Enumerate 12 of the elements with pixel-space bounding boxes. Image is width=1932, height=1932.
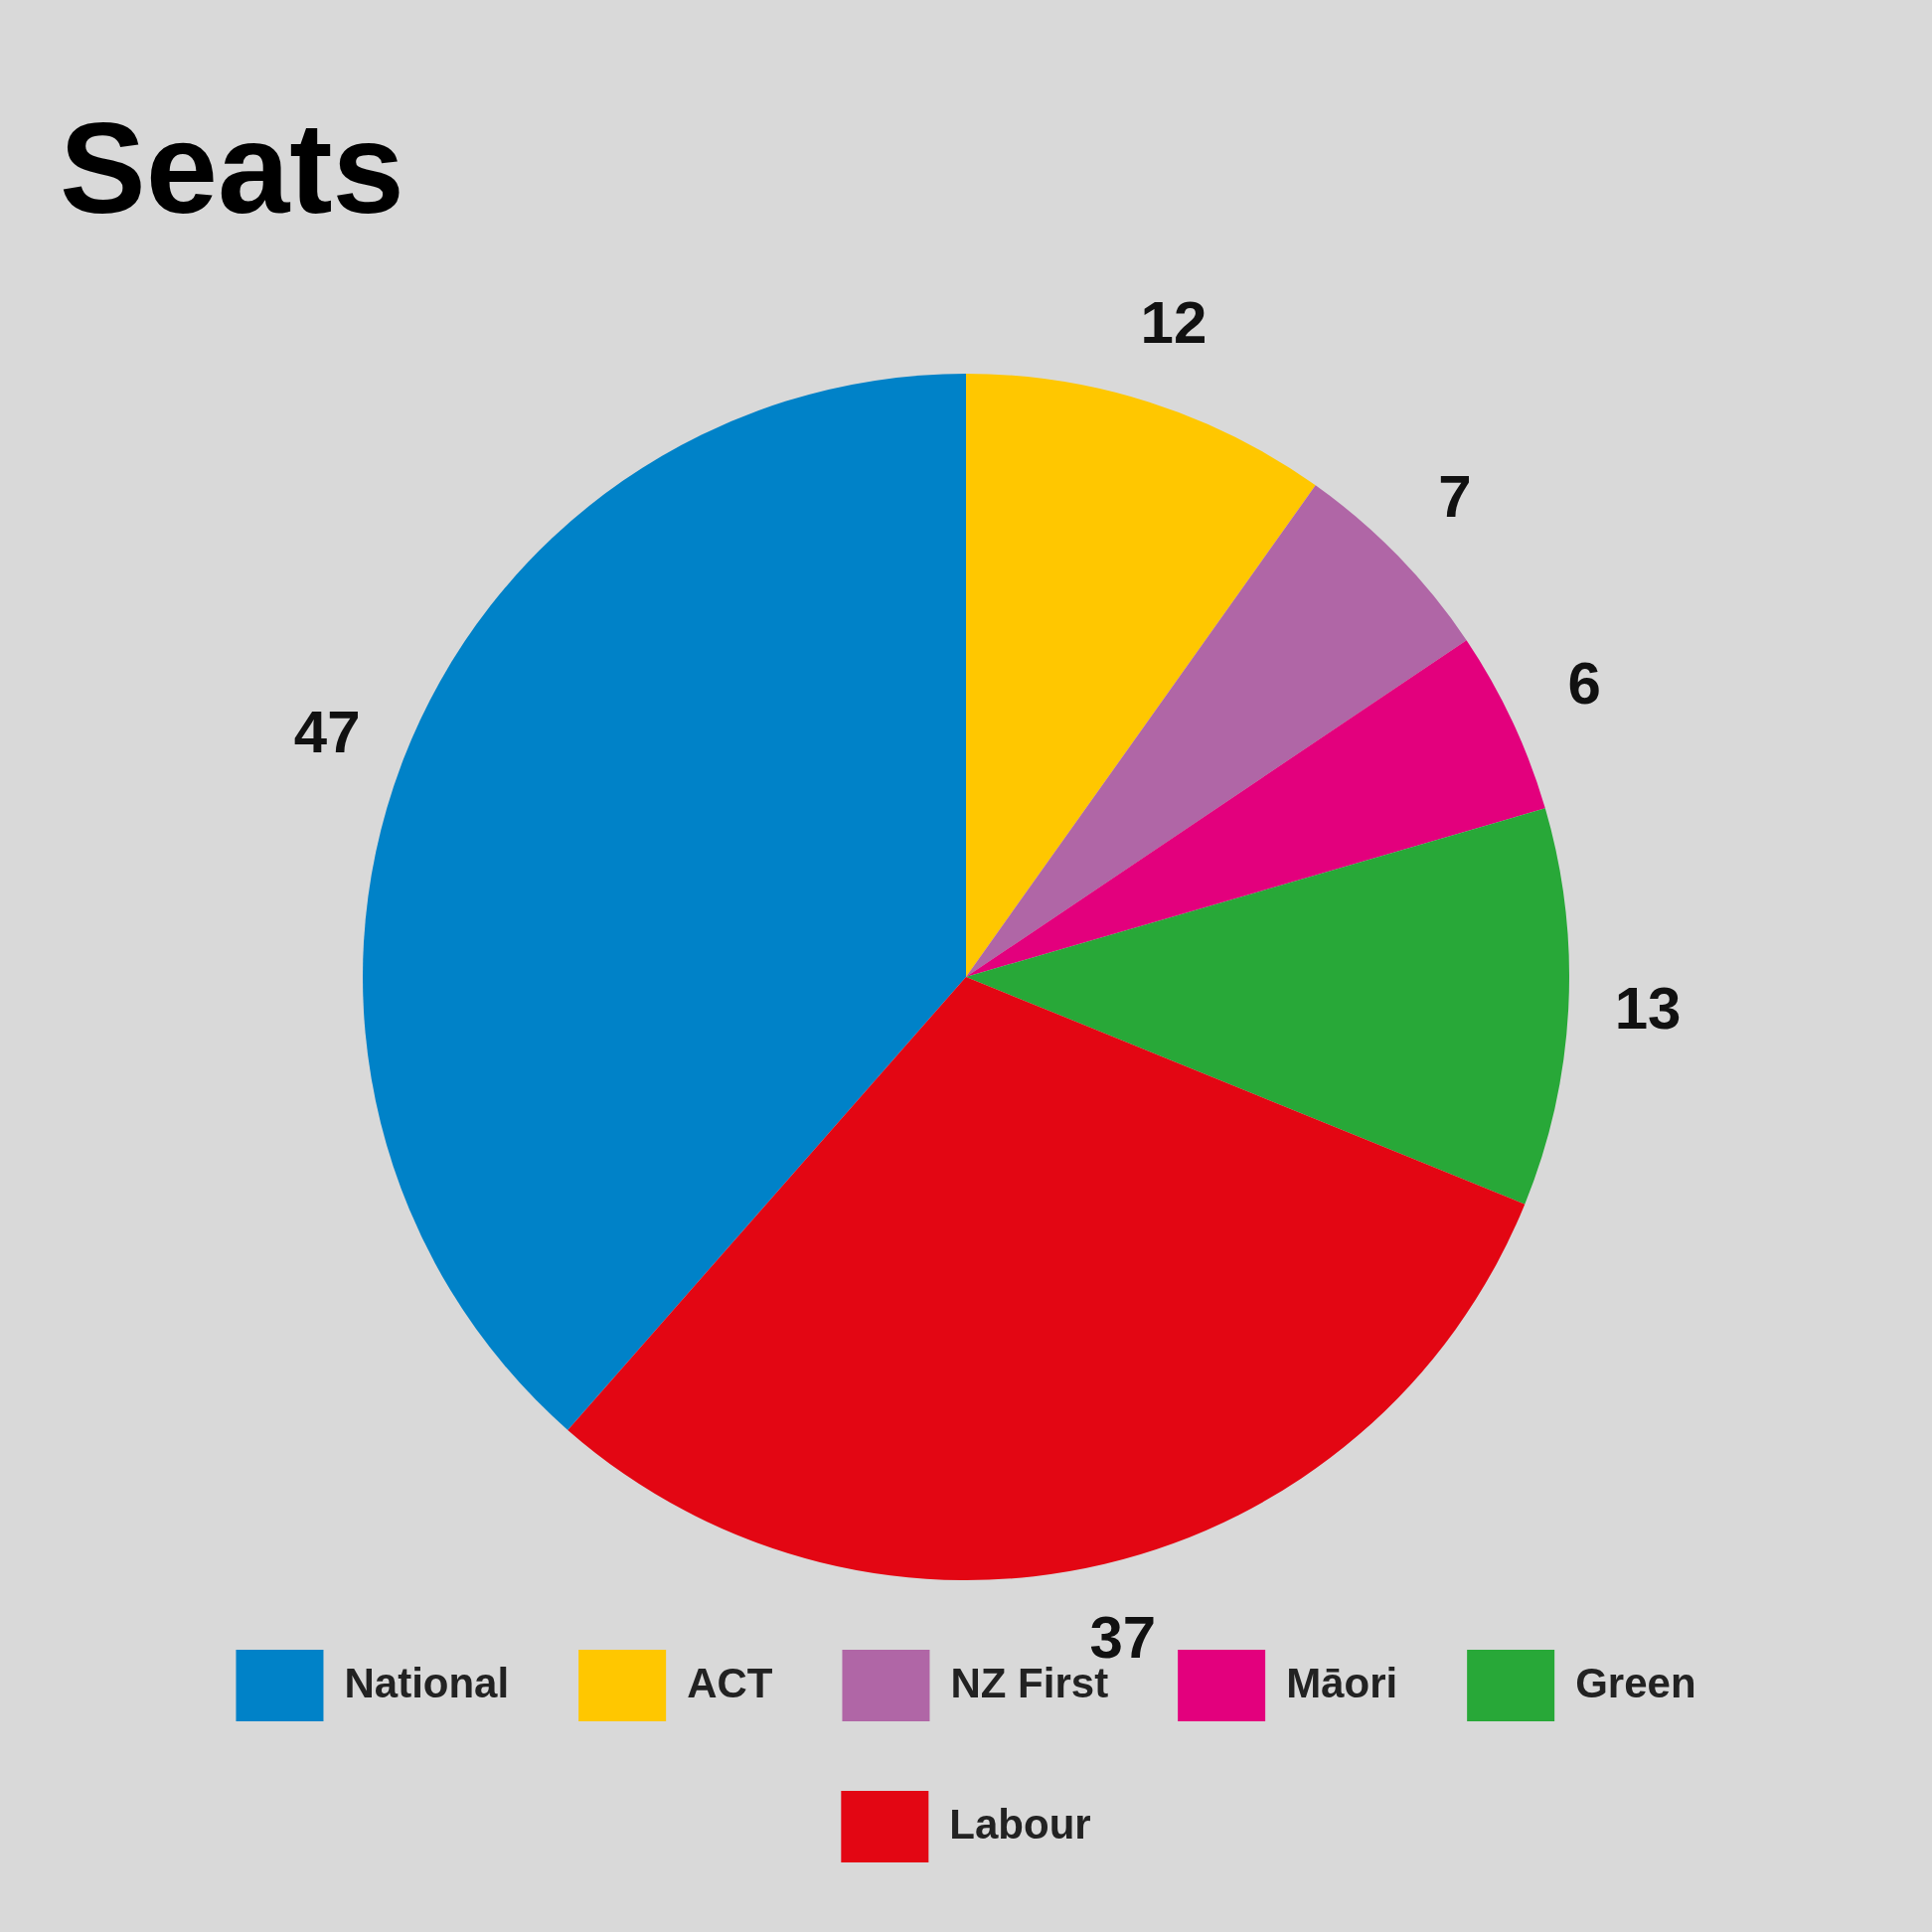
data-label: 13 <box>1614 974 1682 1042</box>
data-label: 7 <box>1438 463 1472 531</box>
data-label: 12 <box>1140 289 1208 357</box>
legend-label: Māori <box>1286 1659 1398 1706</box>
data-label: 47 <box>293 699 361 766</box>
chart-title: Seats <box>60 94 404 241</box>
legend-label: National <box>344 1659 510 1706</box>
legend-label: Green <box>1575 1659 1696 1706</box>
data-label: 6 <box>1567 650 1601 718</box>
legend-label: ACT <box>687 1659 773 1706</box>
legend-label: Labour <box>949 1800 1091 1848</box>
legend-label: NZ First <box>950 1659 1109 1706</box>
